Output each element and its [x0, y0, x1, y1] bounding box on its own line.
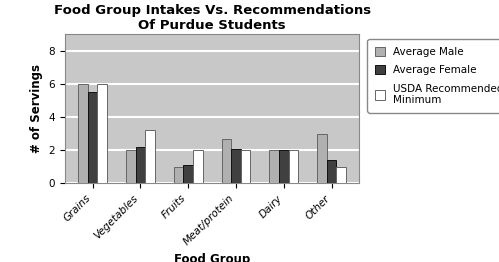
X-axis label: Food Group: Food Group — [174, 253, 250, 262]
Bar — [174, 167, 184, 183]
Bar — [145, 130, 155, 183]
Bar — [126, 150, 136, 183]
Bar — [317, 134, 327, 183]
Bar — [336, 167, 346, 183]
Bar — [193, 150, 203, 183]
Bar — [97, 84, 107, 183]
Bar — [88, 92, 97, 183]
Y-axis label: # of Servings: # of Servings — [30, 64, 43, 153]
Bar — [288, 150, 298, 183]
Bar — [269, 150, 279, 183]
Bar — [279, 150, 288, 183]
Bar — [136, 147, 145, 183]
Title: Food Group Intakes Vs. Recommendations
Of Purdue Students: Food Group Intakes Vs. Recommendations O… — [53, 3, 371, 31]
Bar — [184, 165, 193, 183]
Bar — [231, 149, 241, 183]
Bar — [241, 150, 250, 183]
Bar — [327, 160, 336, 183]
Legend: Average Male, Average Female, USDA Recommended
Minimum: Average Male, Average Female, USDA Recom… — [367, 39, 499, 113]
Bar — [78, 84, 88, 183]
Bar — [222, 139, 231, 183]
